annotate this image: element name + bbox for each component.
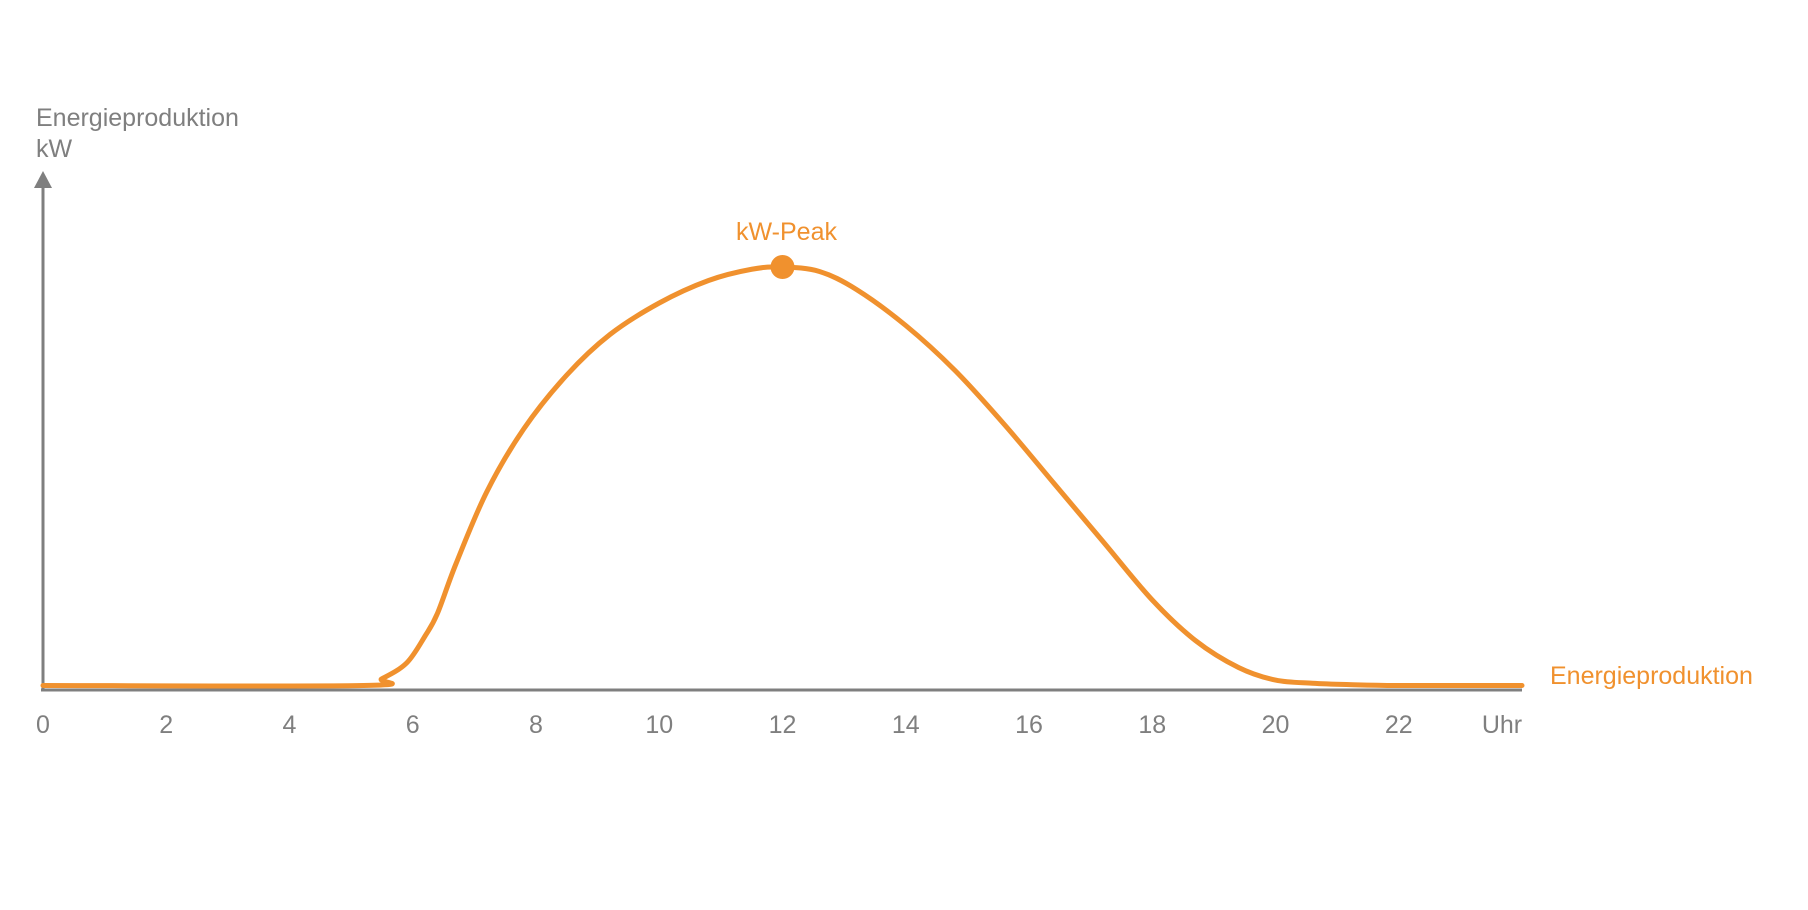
x-tick-label: 20 bbox=[1262, 711, 1290, 739]
y-axis-arrow-icon bbox=[34, 171, 52, 188]
x-tick-labels: 0 2 4 6 8 10 12 14 16 18 20 22 bbox=[36, 711, 1413, 739]
peak-marker bbox=[770, 255, 795, 279]
x-tick-label: 2 bbox=[159, 711, 173, 739]
x-tick-label: 8 bbox=[529, 711, 543, 739]
x-tick-label: 14 bbox=[892, 711, 920, 739]
series-legend-label: Energieproduktion bbox=[1550, 662, 1753, 690]
x-tick-label: 10 bbox=[645, 711, 673, 739]
series-line-energieproduktion bbox=[40, 264, 1525, 689]
x-tick-label: 6 bbox=[406, 711, 420, 739]
x-tick-label: 16 bbox=[1015, 711, 1043, 739]
y-axis-title-line-1: Energieproduktion bbox=[36, 104, 239, 132]
x-tick-label: 12 bbox=[769, 711, 797, 739]
peak-annotation-label: kW-Peak bbox=[736, 218, 837, 246]
x-tick-label: 4 bbox=[283, 711, 297, 739]
x-axis-unit-label: Uhr bbox=[1482, 711, 1522, 739]
x-tick-label: 22 bbox=[1385, 711, 1413, 739]
y-axis-title-line-2: kW bbox=[36, 135, 73, 163]
x-tick-label: 0 bbox=[36, 711, 50, 739]
x-tick-label: 18 bbox=[1138, 711, 1166, 739]
